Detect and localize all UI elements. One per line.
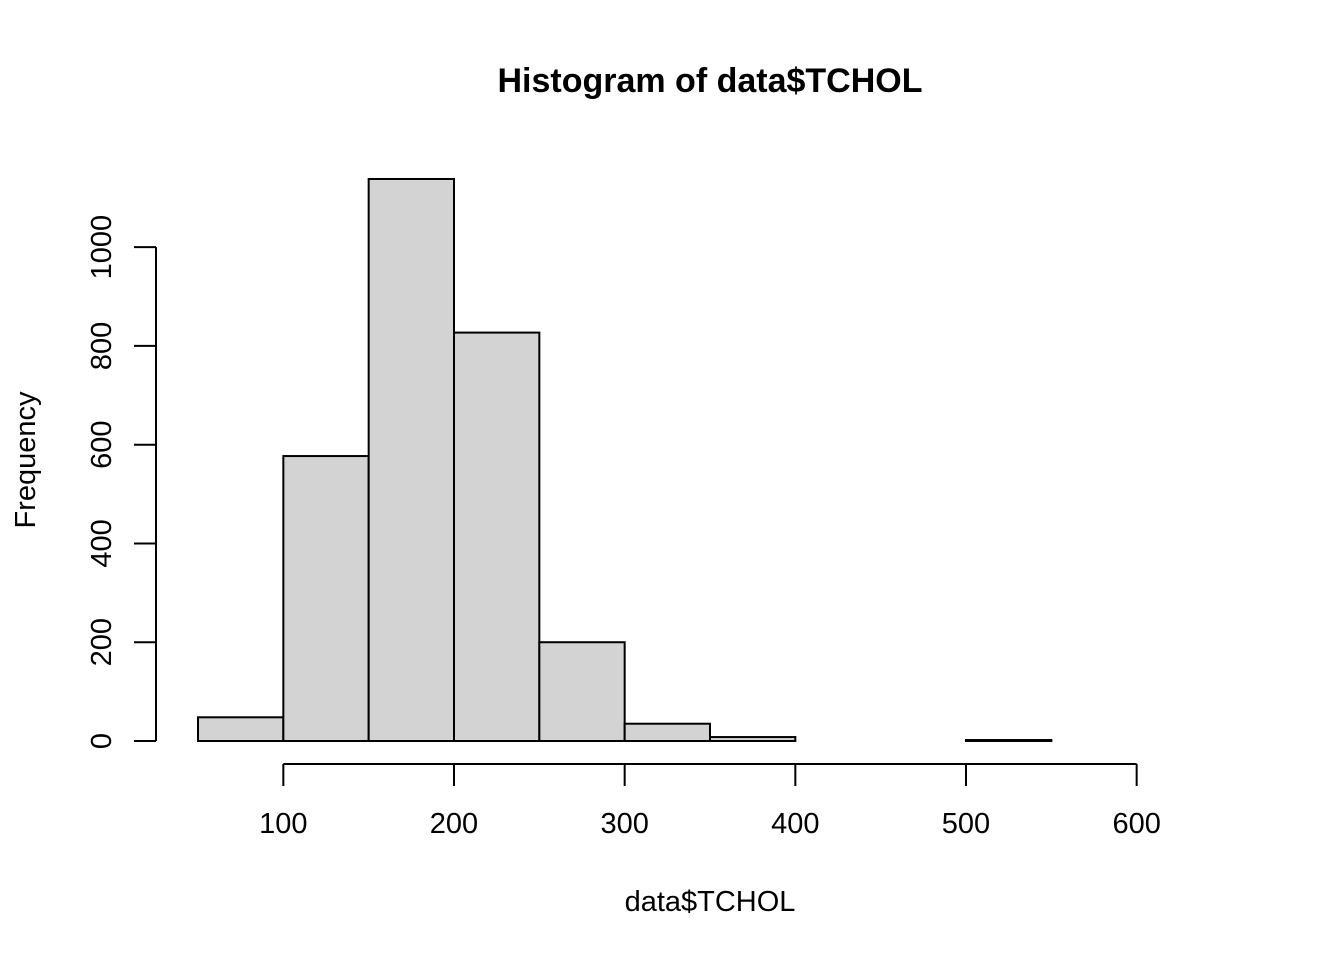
histogram-bar-5 <box>623 722 712 742</box>
y-tick-label-4: 800 <box>86 322 118 370</box>
y-axis-label: Frequency <box>10 391 42 529</box>
histogram-bar-2 <box>367 178 455 742</box>
chart-title: Histogram of data$TCHOL <box>497 62 922 100</box>
histogram-bar-3 <box>453 331 541 742</box>
y-tick-label-2: 400 <box>86 519 118 567</box>
x-axis-label: data$TCHOL <box>625 886 796 918</box>
histogram-bar-1 <box>282 455 370 742</box>
x-tick-label-2: 300 <box>600 808 648 840</box>
x-tick-label-0: 100 <box>259 808 307 840</box>
bars-group <box>197 178 1053 743</box>
x-tick-label-1: 200 <box>430 808 478 840</box>
histogram-bar-9 <box>965 739 1053 743</box>
y-tick-label-1: 200 <box>86 618 118 666</box>
x-tick-label-5: 600 <box>1112 808 1160 840</box>
histogram-bar-6 <box>709 736 797 742</box>
x-tick-label-4: 500 <box>942 808 990 840</box>
histogram-bar-0 <box>197 716 285 742</box>
x-axis: 100 200 300 400 500 600 <box>259 763 1161 840</box>
y-axis: 0 200 400 600 800 1000 <box>86 215 157 749</box>
y-tick-label-5: 1000 <box>86 215 118 280</box>
x-tick-label-3: 400 <box>771 808 819 840</box>
histogram-bar-4 <box>538 641 626 742</box>
y-tick-label-0: 0 <box>86 733 118 749</box>
y-tick-label-3: 600 <box>86 420 118 468</box>
